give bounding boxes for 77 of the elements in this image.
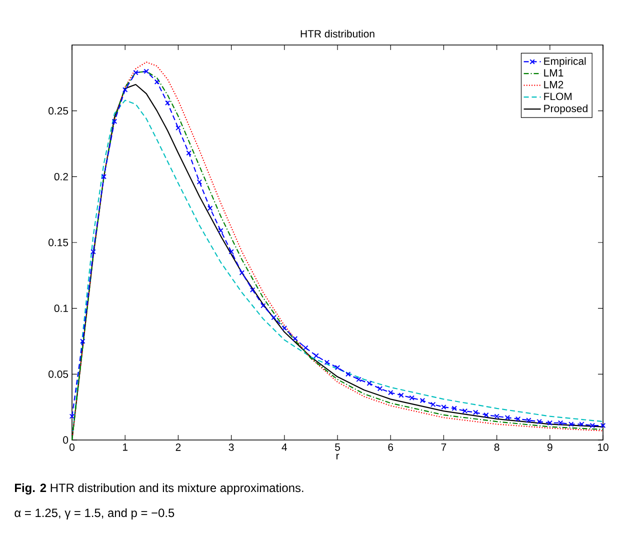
x-tick-label: 9	[547, 444, 552, 451]
point	[579, 422, 584, 427]
point	[536, 418, 542, 424]
point	[101, 174, 106, 180]
point	[90, 249, 96, 254]
x-tick-label: 5	[335, 444, 340, 451]
point	[271, 314, 276, 320]
y-tick-label: 0.05	[48, 370, 68, 378]
point	[260, 303, 266, 308]
legend-label: Empirical	[544, 57, 586, 67]
point	[314, 353, 319, 358]
text: α = 1.25, γ = 1.5, and p = −0.5	[14, 508, 174, 520]
point	[590, 422, 596, 428]
legend-label: LM2	[544, 80, 564, 88]
legend-label: Proposed	[544, 104, 588, 114]
point	[292, 336, 298, 342]
legend-label: LM1	[544, 69, 564, 76]
point	[176, 125, 181, 131]
point	[154, 79, 160, 84]
point	[303, 345, 308, 350]
point	[568, 422, 574, 427]
point	[420, 398, 426, 404]
x-tick-label: 4	[282, 444, 287, 451]
point	[196, 179, 202, 185]
point	[346, 372, 351, 377]
point	[515, 416, 521, 422]
point	[239, 270, 245, 276]
y-tick-label: 0	[63, 436, 68, 444]
point	[398, 392, 404, 398]
y-tick-label: 0.1	[54, 304, 68, 312]
point	[430, 402, 436, 408]
point	[558, 420, 564, 426]
x-axis-title: r	[336, 454, 340, 460]
point	[80, 338, 86, 344]
y-tick-label: 0.2	[54, 172, 68, 180]
y-tick-label: 0.25	[48, 107, 68, 115]
point	[526, 418, 532, 423]
x-tick-label: 8	[494, 444, 500, 451]
point	[164, 100, 170, 106]
point	[324, 360, 330, 365]
point	[122, 87, 128, 92]
legend-label: FLOM	[544, 92, 572, 100]
point	[228, 249, 234, 254]
point	[334, 364, 340, 370]
point	[409, 395, 414, 400]
x-tick-label: 7	[441, 444, 446, 451]
point	[484, 412, 489, 418]
text: Fig. 2 HTR distribution and its mixture approximations.	[15, 483, 304, 495]
point	[377, 386, 383, 392]
chart-title: HTR distribution	[300, 30, 374, 38]
point	[462, 408, 468, 414]
x-tick-label: 10	[598, 444, 608, 451]
point	[69, 414, 75, 419]
point	[112, 118, 118, 124]
point	[600, 422, 606, 428]
point	[144, 68, 149, 74]
point	[250, 287, 256, 293]
point	[207, 206, 213, 211]
x-tick-label: 2	[176, 444, 181, 451]
point	[547, 420, 553, 426]
point	[366, 380, 372, 386]
point	[494, 414, 500, 419]
x-tick-label: 6	[388, 444, 394, 451]
y-tick-label: 0.15	[48, 238, 68, 246]
x-tick-label: 1	[122, 444, 128, 451]
point	[452, 406, 457, 412]
point	[282, 325, 288, 331]
x-tick-label: 0	[70, 444, 75, 451]
point	[133, 70, 138, 76]
x-tick-label: 3	[228, 444, 234, 451]
point	[472, 410, 478, 415]
point	[441, 404, 446, 410]
point	[504, 414, 510, 420]
point	[356, 376, 362, 382]
point	[218, 228, 224, 234]
point	[388, 390, 394, 396]
point	[186, 150, 192, 156]
